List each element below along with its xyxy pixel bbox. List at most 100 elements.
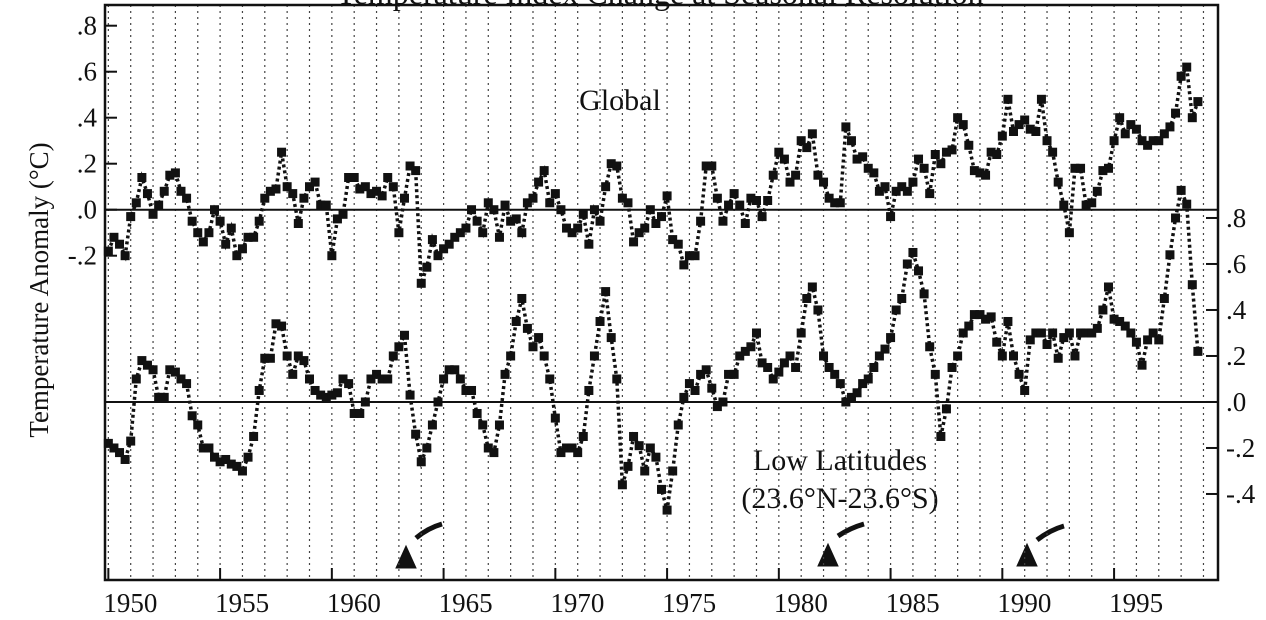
data-point: [1042, 136, 1052, 146]
data-point: [796, 136, 806, 146]
data-point: [1143, 335, 1153, 345]
data-point: [740, 346, 750, 356]
data-point: [159, 186, 169, 196]
data-point: [332, 214, 342, 224]
data-point: [852, 388, 862, 398]
data-point: [528, 342, 538, 352]
data-point: [142, 360, 152, 370]
data-point: [182, 379, 192, 389]
data-point: [450, 365, 460, 375]
data-point: [148, 209, 158, 219]
data-point: [299, 193, 309, 203]
data-point: [137, 173, 147, 182]
data-point: [299, 356, 309, 366]
data-point: [1070, 163, 1080, 173]
data-point: [1092, 186, 1102, 196]
data-point: [120, 454, 130, 464]
data-point: [277, 321, 287, 331]
data-point: [908, 247, 918, 257]
data-point: [589, 351, 599, 361]
data-point: [1159, 129, 1169, 139]
data-point: [1109, 136, 1119, 146]
data-point: [243, 232, 253, 242]
data-point: [634, 441, 644, 451]
data-point: [316, 200, 326, 210]
data-point: [953, 351, 963, 361]
data-point: [450, 232, 460, 242]
data-point: [1048, 147, 1058, 157]
data-point: [176, 374, 186, 384]
data-point: [919, 289, 929, 299]
data-point: [1048, 328, 1058, 338]
data-point: [193, 228, 203, 238]
data-point: [986, 147, 996, 157]
data-point: [813, 305, 823, 315]
data-point: [1064, 328, 1074, 338]
data-point: [349, 408, 359, 418]
data-point: [1126, 328, 1136, 338]
data-point: [506, 216, 516, 226]
data-point: [651, 219, 661, 228]
data-point: [718, 397, 728, 407]
data-point: [567, 228, 577, 238]
data-point: [193, 420, 203, 430]
data-point: [779, 154, 789, 164]
volcano-icon: [817, 542, 839, 567]
x-tick-label: 1975: [662, 588, 716, 618]
data-point: [383, 173, 393, 182]
data-point: [819, 177, 829, 187]
volcano-icon: [1016, 542, 1038, 567]
data-point: [562, 443, 572, 453]
data-point: [1120, 129, 1130, 139]
data-point: [919, 163, 929, 173]
y2-tick-label: .6: [1226, 249, 1246, 279]
data-point: [467, 205, 477, 215]
data-point: [897, 293, 907, 303]
data-point: [791, 362, 801, 372]
data-point: [958, 328, 968, 338]
data-point: [249, 232, 259, 242]
volcano-plume: [836, 521, 865, 539]
data-point: [399, 330, 409, 340]
data-point: [344, 379, 354, 389]
data-point: [863, 163, 873, 173]
data-point: [221, 239, 231, 249]
data-point: [617, 193, 627, 203]
data-point: [472, 408, 482, 418]
data-point: [813, 170, 823, 180]
data-point: [1131, 124, 1141, 134]
data-point: [332, 388, 342, 398]
data-point: [729, 189, 739, 199]
data-point: [606, 333, 616, 343]
data-point: [327, 251, 337, 261]
data-point: [304, 374, 314, 384]
data-point: [427, 235, 437, 245]
data-point: [444, 239, 454, 249]
x-tick-label: 1995: [1109, 588, 1163, 618]
data-point: [517, 228, 527, 238]
data-point: [578, 209, 588, 219]
data-point: [1182, 199, 1192, 209]
data-point: [578, 431, 588, 441]
series-line: [107, 184, 1200, 511]
data-point: [595, 216, 605, 226]
data-point: [657, 212, 666, 222]
data-point: [1171, 108, 1181, 118]
data-point: [1003, 94, 1013, 104]
data-point: [483, 198, 493, 208]
data-point: [293, 351, 303, 361]
data-point: [735, 351, 745, 361]
data-point: [941, 147, 951, 157]
data-point: [545, 198, 555, 208]
data-point: [707, 161, 717, 171]
data-point: [1154, 335, 1164, 345]
data-point: [908, 177, 918, 187]
annotation: Low Latitudes: [753, 444, 927, 477]
data-point: [321, 200, 331, 210]
data-point: [522, 198, 532, 208]
data-point: [528, 193, 538, 203]
x-tick-label: 1965: [439, 588, 493, 618]
data-point: [1003, 316, 1013, 326]
data-point: [701, 365, 711, 375]
data-point: [310, 177, 320, 187]
